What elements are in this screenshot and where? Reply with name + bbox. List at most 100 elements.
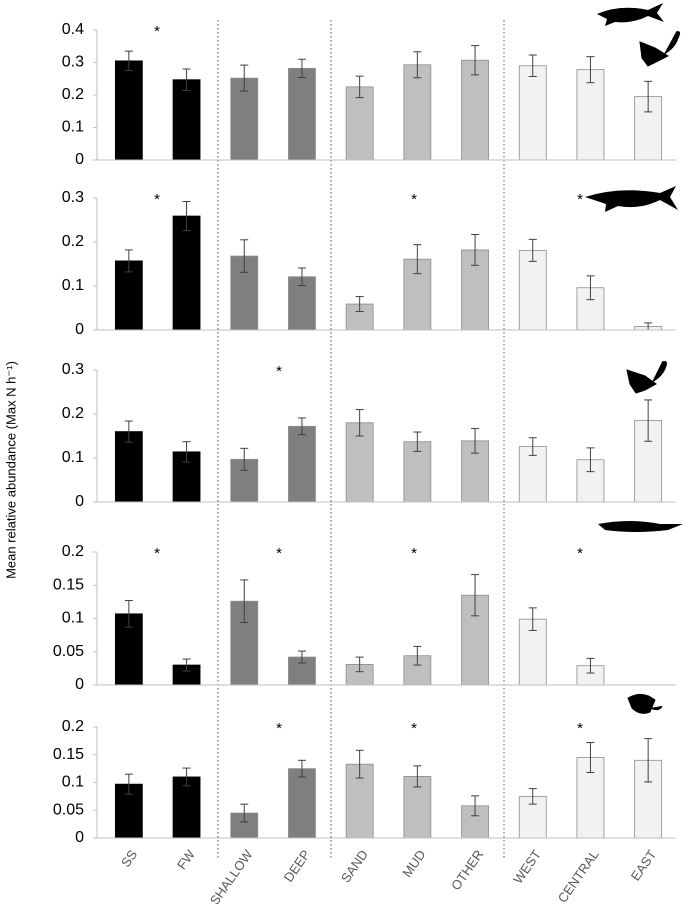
bar (114, 60, 143, 161)
error-bar (182, 658, 191, 672)
x-tick-label: SAND (338, 847, 371, 885)
error-bar (471, 234, 480, 266)
error-bar (644, 399, 653, 442)
error-bar (586, 56, 595, 84)
error-bar (528, 788, 537, 805)
error-bar (355, 656, 364, 673)
error-bar (528, 437, 537, 456)
significance-marker: * (577, 191, 583, 208)
error-bar (644, 80, 653, 113)
error-bar (471, 45, 480, 76)
y-tick-label: 0.1 (62, 119, 84, 136)
error-bar (297, 417, 306, 436)
significance-marker: * (411, 545, 417, 562)
bar (576, 69, 605, 161)
bar (230, 77, 259, 161)
y-tick-label: 0 (75, 676, 84, 693)
x-tick-label: MUD (399, 847, 428, 880)
error-bar (413, 765, 422, 788)
bar (114, 431, 143, 503)
error-bar (124, 50, 133, 72)
error-bar (124, 600, 133, 628)
error-bar (471, 428, 480, 454)
error-bar (240, 239, 249, 273)
significance-marker: * (154, 23, 160, 40)
x-tick-label: WEST (510, 847, 544, 886)
error-bar (297, 759, 306, 778)
error-bar (182, 68, 191, 91)
bar (172, 451, 201, 503)
error-bar (297, 650, 306, 664)
significance-marker: * (276, 720, 282, 737)
error-bar (471, 795, 480, 817)
error-bar (586, 447, 595, 473)
error-bar (297, 267, 306, 287)
bar (172, 776, 201, 839)
y-tick-label: 0.15 (53, 576, 84, 593)
error-bar (182, 201, 191, 232)
error-bar (413, 51, 422, 79)
error-bar (182, 767, 191, 787)
y-tick-label: 0.2 (62, 233, 84, 250)
bar (403, 64, 432, 161)
significance-marker: * (276, 363, 282, 380)
error-bar (413, 431, 422, 452)
error-bar (355, 296, 364, 313)
y-tick-label: 0 (75, 829, 84, 846)
y-tick-label: 0.1 (62, 774, 84, 791)
x-tick-label: SS (118, 847, 140, 870)
significance-marker: * (577, 545, 583, 562)
bar (461, 59, 489, 161)
error-bar (240, 64, 249, 92)
y-tick-label: 0.3 (62, 54, 84, 71)
bar (518, 65, 547, 161)
error-bar (355, 749, 364, 779)
significance-marker: * (411, 720, 417, 737)
y-tick-label: 0.1 (62, 449, 84, 466)
y-tick-label: 0.2 (62, 718, 84, 735)
y-tick-label: 0.2 (62, 86, 84, 103)
x-tick-label: FW (174, 846, 198, 872)
error-bar (586, 742, 595, 774)
error-bar (471, 574, 480, 617)
bar (288, 768, 316, 839)
error-bar (124, 249, 133, 273)
y-tick-label: 0.1 (62, 277, 84, 294)
bar (172, 215, 201, 331)
error-bar (413, 645, 422, 666)
x-tick-label: EAST (628, 847, 660, 883)
error-bar (240, 803, 249, 823)
bar (288, 425, 316, 503)
error-bar (586, 657, 595, 674)
significance-marker: * (411, 191, 417, 208)
bar (172, 79, 201, 161)
error-bar (124, 420, 133, 443)
y-tick-label: 0.2 (62, 405, 84, 422)
y-axis-label: Mean relative abundance (Max N h⁻¹) (3, 361, 18, 579)
y-tick-label: 0.2 (62, 543, 84, 560)
error-bar (240, 579, 249, 623)
error-bar (586, 275, 595, 301)
error-bar (240, 447, 249, 471)
x-tick-label: CENTRAL (555, 847, 602, 904)
significance-marker: * (154, 545, 160, 562)
error-bar (355, 75, 364, 99)
y-tick-label: 0.05 (53, 643, 84, 660)
y-tick-label: 0.3 (62, 361, 84, 378)
y-tick-label: 0.15 (53, 746, 84, 763)
x-tick-label: OTHER (448, 847, 486, 893)
error-bar (644, 738, 653, 783)
x-tick-label: SHALLOW (207, 846, 256, 904)
x-tick-label: DEEP (281, 847, 314, 885)
y-tick-label: 0.1 (62, 610, 84, 627)
error-bar (297, 58, 306, 78)
y-tick-label: 0 (75, 151, 84, 168)
icons (585, 3, 683, 714)
y-tick-label: 0.4 (62, 21, 84, 38)
significance-marker: * (154, 191, 160, 208)
error-bar (528, 54, 537, 77)
error-bar (182, 441, 191, 463)
error-bar (528, 607, 537, 631)
y-tick-label: 0.3 (62, 189, 84, 206)
